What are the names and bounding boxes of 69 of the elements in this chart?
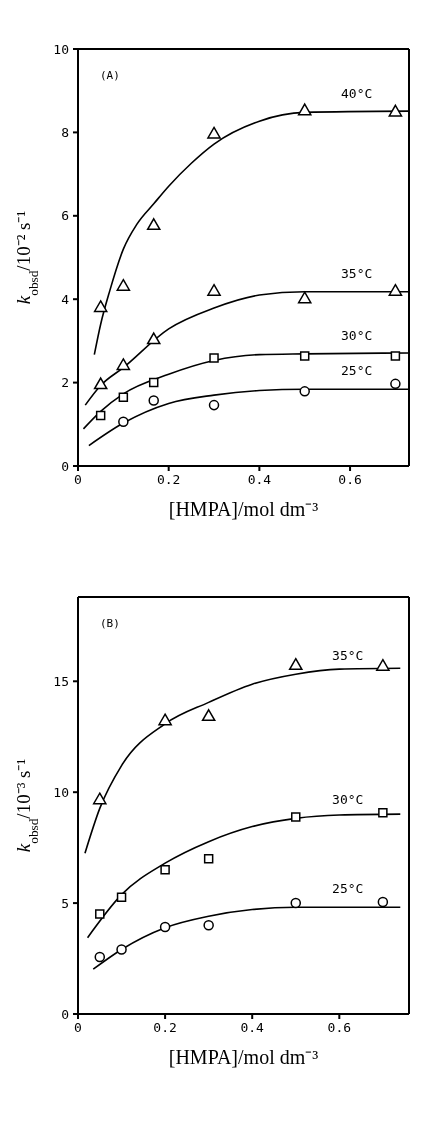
point bbox=[116, 358, 131, 371]
x-tick-label: 0.6 bbox=[338, 472, 362, 488]
x-tick-label: 0.6 bbox=[327, 1020, 352, 1036]
y-tick-label: 8 bbox=[61, 125, 69, 141]
point bbox=[93, 300, 108, 313]
point bbox=[207, 283, 221, 296]
y-tick-label: 6 bbox=[61, 208, 69, 224]
x-tick-label: 0.4 bbox=[240, 1020, 265, 1036]
point bbox=[116, 944, 127, 955]
x-tick-label: 0.2 bbox=[153, 1020, 177, 1036]
point bbox=[148, 377, 159, 388]
point bbox=[388, 283, 403, 296]
y-tick-label: 5 bbox=[61, 895, 69, 911]
point bbox=[93, 377, 108, 390]
y-tick-label: 10 bbox=[53, 784, 69, 800]
point bbox=[209, 353, 219, 363]
point bbox=[377, 896, 389, 908]
point bbox=[160, 865, 170, 875]
series-label: 35°C bbox=[332, 648, 364, 664]
point bbox=[299, 351, 310, 361]
y-tick-label: 10 bbox=[53, 41, 69, 57]
x-tick-label: 0 bbox=[74, 1020, 82, 1036]
point bbox=[378, 808, 388, 818]
x-axis-title: [HMPA]/mol dm⁻³ bbox=[168, 1046, 319, 1068]
point bbox=[148, 395, 159, 406]
annotation: (A) bbox=[100, 69, 120, 82]
x-tick-label: 0 bbox=[74, 472, 82, 488]
annotation: (B) bbox=[100, 617, 120, 630]
point bbox=[94, 951, 106, 963]
series-label: 30°C bbox=[341, 327, 373, 343]
point bbox=[390, 351, 401, 361]
point bbox=[207, 126, 221, 139]
series-label: 35°C bbox=[341, 265, 373, 281]
point bbox=[116, 892, 127, 903]
y-tick-label: 0 bbox=[61, 1006, 69, 1022]
y-tick-label: 0 bbox=[61, 458, 69, 474]
point bbox=[376, 658, 390, 671]
point bbox=[203, 853, 214, 864]
point bbox=[146, 218, 161, 231]
point bbox=[297, 291, 312, 304]
x-axis-title: [HMPA]/mol dm⁻³ bbox=[168, 498, 319, 520]
point bbox=[388, 104, 403, 117]
point bbox=[95, 410, 106, 421]
point bbox=[203, 920, 214, 931]
point bbox=[146, 332, 161, 345]
point bbox=[299, 386, 310, 397]
point bbox=[159, 921, 171, 933]
point bbox=[390, 378, 401, 390]
y-tick-label: 2 bbox=[61, 375, 69, 391]
point bbox=[118, 392, 129, 402]
y-tick-label: 4 bbox=[61, 291, 70, 307]
x-tick-label: 0.4 bbox=[247, 472, 272, 488]
point bbox=[92, 792, 107, 805]
y-tick-label: 15 bbox=[53, 673, 69, 689]
series-label: 25°C bbox=[332, 881, 364, 897]
point bbox=[208, 399, 220, 411]
point bbox=[158, 713, 172, 726]
point bbox=[297, 103, 312, 116]
series-label: 30°C bbox=[332, 792, 364, 808]
point bbox=[201, 709, 216, 722]
point bbox=[95, 909, 105, 919]
point bbox=[288, 657, 303, 671]
point bbox=[116, 278, 131, 291]
point bbox=[118, 416, 129, 428]
series-label: 40°C bbox=[341, 86, 373, 102]
x-tick-label: 0.2 bbox=[156, 472, 181, 488]
point bbox=[291, 812, 301, 822]
point bbox=[290, 897, 302, 909]
series-label: 25°C bbox=[341, 363, 373, 379]
